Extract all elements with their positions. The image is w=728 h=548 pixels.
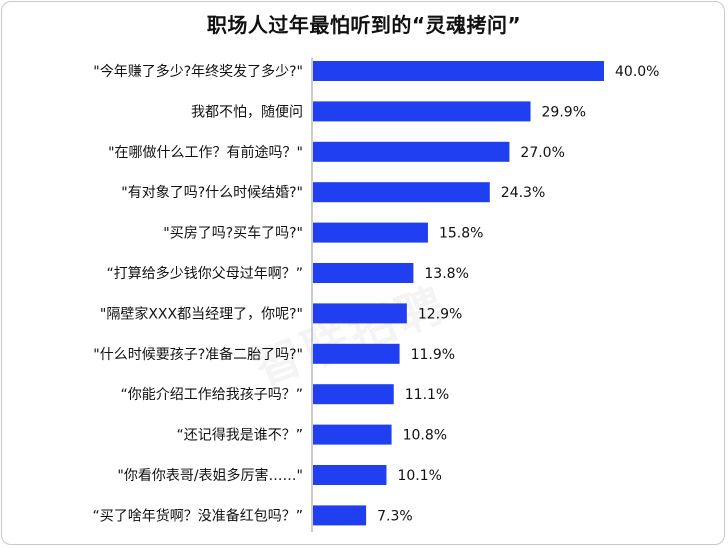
- bars-group: "今年赚了多少?年终奖发了多少?" 40.0% 我都不怕，随便问 29.9% "在哪做什…: [92, 61, 659, 526]
- category-label: "买房了吗?买车了吗?": [163, 225, 303, 242]
- category-label: “你能介绍工作给我孩子吗？”: [120, 387, 303, 403]
- category-label: "有对象了吗?什么时候结婚?": [121, 185, 303, 201]
- value-label: 10.8%: [403, 428, 447, 444]
- value-label: 13.8%: [424, 266, 468, 282]
- value-label: 15.8%: [439, 226, 483, 242]
- bar: [313, 505, 367, 526]
- category-label: "你看你表哥/表姐多厉害……": [117, 467, 303, 484]
- category-label: "隔壁家XXX都当经理了，你呢?": [100, 305, 303, 322]
- category-label: "在哪做什么工作？有前途吗？": [108, 144, 303, 161]
- value-label: 7.3%: [377, 508, 413, 524]
- category-label: “买了啥年货啊？没准备红包吗？”: [92, 507, 303, 524]
- bar: [313, 303, 407, 324]
- bar: [313, 61, 604, 81]
- value-label: 12.9%: [418, 306, 462, 322]
- bar: [313, 263, 414, 283]
- value-label: 40.0%: [615, 64, 659, 80]
- value-label: 29.9%: [542, 104, 586, 120]
- value-label: 11.9%: [411, 347, 455, 363]
- bar: [313, 141, 510, 162]
- category-label: “还记得我是谁不？”: [176, 427, 303, 444]
- bar: [313, 384, 394, 405]
- bar: [313, 424, 392, 445]
- category-label: "什么时候要孩子?准备二胎了吗?": [93, 346, 303, 363]
- category-label: "今年赚了多少?年终奖发了多少?": [93, 63, 303, 80]
- bar: [313, 343, 400, 364]
- bar: [313, 101, 531, 122]
- value-label: 11.1%: [405, 387, 449, 403]
- category-label: “打算给多少钱你父母过年啊？”: [106, 265, 303, 282]
- bar: [313, 222, 428, 243]
- value-label: 27.0%: [520, 145, 564, 161]
- value-label: 24.3%: [501, 185, 545, 201]
- bar: [313, 465, 387, 485]
- category-label: 我都不怕，随便问: [191, 104, 303, 120]
- value-label: 10.1%: [397, 468, 441, 484]
- chart-title: 职场人过年最怕听到的“灵魂拷问”: [206, 13, 522, 37]
- bar: [313, 182, 490, 203]
